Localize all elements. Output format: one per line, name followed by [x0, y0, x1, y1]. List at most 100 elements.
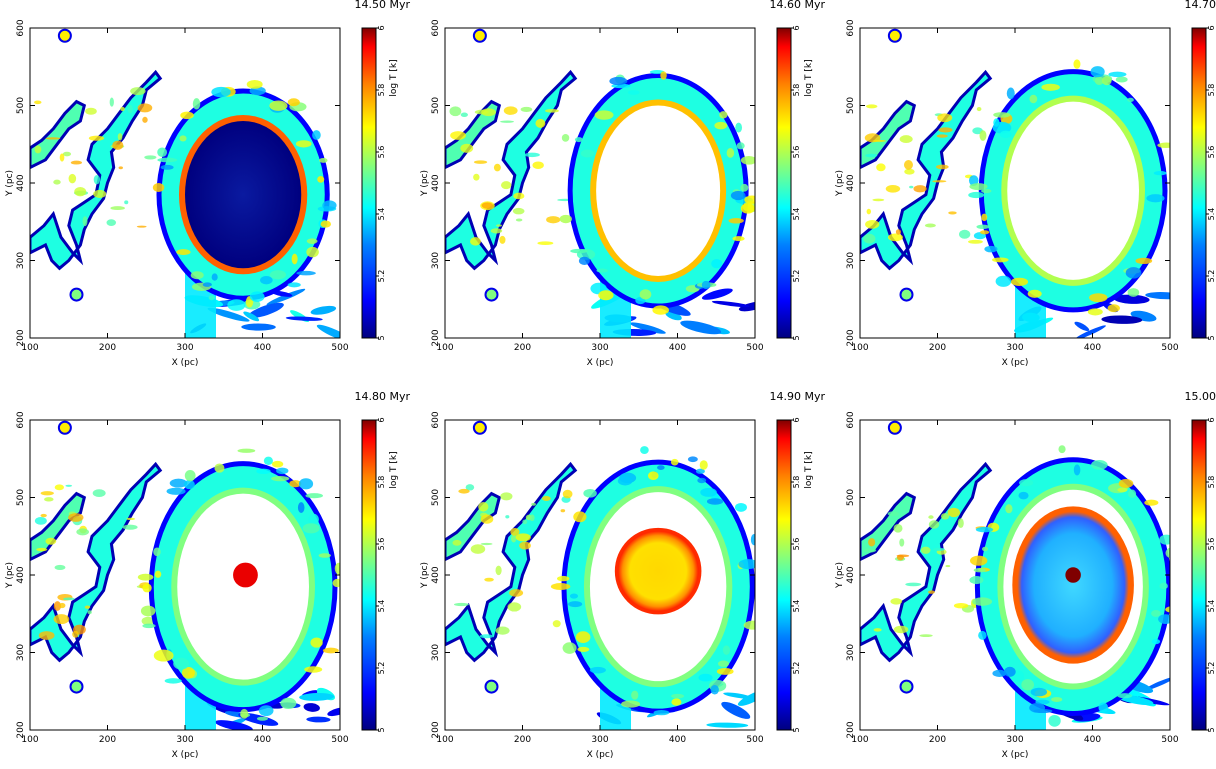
filament-patch [458, 488, 470, 494]
shell-patch [1117, 693, 1133, 699]
filament-patch [144, 155, 157, 160]
x-tick-label: 200 [929, 735, 946, 745]
cold-wisp [723, 692, 752, 699]
shell-patch [716, 668, 734, 675]
shell-patch [1091, 460, 1108, 470]
filament-patch [480, 542, 493, 546]
cold-wisp [316, 324, 340, 338]
colorbar-tick-label: 5.8 [377, 84, 386, 97]
filament-patch [34, 145, 42, 154]
filament-patch [928, 590, 935, 594]
filament-patch [59, 153, 65, 162]
shell-patch [1157, 142, 1170, 149]
filament-patch [932, 180, 947, 183]
shell-patch [577, 646, 590, 652]
shell-patch [202, 282, 212, 287]
x-tick-label: 500 [1161, 735, 1178, 745]
shell-patch [332, 578, 340, 588]
shell-patch [575, 631, 591, 643]
colorbar-tick-label: 5.6 [792, 146, 801, 159]
filament-patch [938, 127, 953, 133]
shell-patch [735, 122, 743, 133]
filament-patch [481, 108, 496, 117]
filament-left [30, 69, 163, 271]
cold-wisp [310, 305, 337, 315]
filament-patch [58, 602, 66, 609]
shell-patch [1151, 638, 1161, 645]
filament-patch [452, 539, 462, 546]
shell-patch [256, 468, 271, 475]
shell-patch [317, 176, 325, 183]
x-tick-label: 400 [669, 343, 686, 353]
shell-patch [698, 673, 713, 682]
filament-patch [524, 152, 540, 158]
heatmap-area [860, 420, 1170, 730]
shell-patch [653, 710, 670, 716]
shell-patch [1018, 491, 1029, 500]
filament-patch [93, 189, 107, 198]
filament-patch [136, 225, 147, 228]
filament-patch [895, 229, 902, 235]
shell-patch [995, 275, 1012, 287]
filament-patch [36, 547, 48, 552]
filament-patch [126, 517, 136, 521]
filament-patch [537, 241, 554, 246]
x-tick-label: 500 [1161, 343, 1178, 353]
filament-patch [913, 185, 927, 193]
shell-patch [157, 147, 168, 158]
y-tick-label: 400 [431, 566, 441, 583]
panel-title: 14.90 Myr [769, 390, 825, 403]
shell-patch [287, 98, 300, 107]
shell-patch [1125, 267, 1142, 279]
shell-patch [1041, 83, 1060, 91]
filament-patch [470, 237, 481, 246]
filament-patch [63, 597, 75, 601]
y-axis-label: Y (pc) [5, 170, 15, 197]
shell-patch [559, 214, 572, 224]
clump [69, 679, 84, 694]
shell-patch [711, 259, 723, 269]
filament-patch [863, 548, 877, 553]
shell-patch [657, 465, 665, 470]
filament-patch [515, 218, 523, 222]
filament-patch [948, 211, 957, 215]
filament-patch [449, 106, 462, 117]
shell-patch [594, 110, 614, 120]
filament-patch [53, 601, 62, 611]
shell-patch [670, 458, 679, 466]
cold-wisp [680, 320, 722, 335]
shell-patch [671, 698, 682, 706]
filament-patch [896, 554, 910, 558]
filament-patch [137, 103, 153, 113]
heatmap-area [30, 28, 340, 338]
filament-patch [545, 109, 559, 113]
shell-patch [1005, 504, 1013, 514]
filament-patch [562, 489, 573, 499]
shell-patch [306, 246, 319, 258]
filament-patch [450, 131, 466, 140]
filament-patch [876, 163, 886, 172]
colorbar-tick-label: 5.8 [1207, 476, 1216, 489]
shell-patch [240, 708, 249, 719]
inner-bubble [1017, 511, 1129, 659]
shell-patch [260, 275, 273, 285]
filament-patch [872, 198, 885, 202]
filament-patch [976, 107, 982, 112]
filament-patch [866, 208, 872, 215]
y-tick-label: 500 [431, 489, 441, 506]
heatmap-area [860, 28, 1170, 338]
shell-patch [992, 121, 1012, 134]
filament-patch [54, 564, 66, 571]
y-tick-label: 300 [16, 644, 26, 661]
shell-patch [714, 121, 728, 130]
shell-patch [1058, 445, 1066, 454]
filament-patch [928, 520, 940, 529]
x-tick-label: 300 [176, 735, 193, 745]
shell-patch [164, 678, 182, 684]
shell-patch [280, 697, 297, 710]
shell-patch [1146, 194, 1165, 203]
colorbar-tick-label: 5.6 [792, 538, 801, 551]
shell-patch [169, 478, 188, 488]
